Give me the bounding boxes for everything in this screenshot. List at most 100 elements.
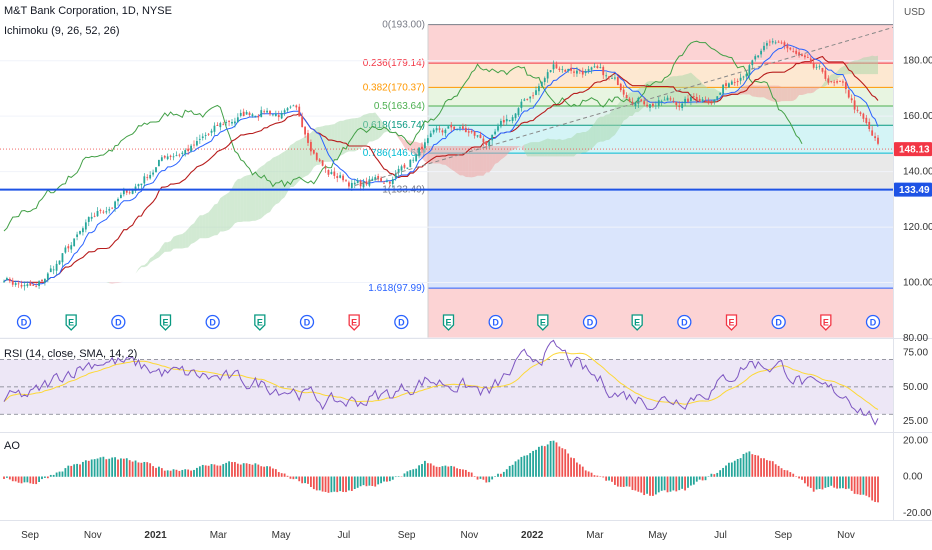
time-tick-label: 2021 [144, 530, 167, 541]
earnings-marker[interactable]: E [159, 314, 172, 331]
candle-body [172, 156, 175, 158]
earnings-marker[interactable]: E [631, 314, 643, 331]
dividend-marker[interactable]: D [677, 314, 692, 330]
cloud-segment [822, 80, 826, 88]
cloud-segment [498, 145, 501, 163]
ao-bar [163, 470, 166, 477]
candle-body [672, 100, 675, 102]
cloud-segment [325, 125, 329, 162]
ao-bar [234, 462, 236, 477]
earnings-marker[interactable]: E [348, 314, 360, 331]
candle-body [424, 142, 426, 149]
ao-bar [847, 476, 850, 489]
candle-body [783, 42, 786, 46]
ichimoku-legend[interactable]: Ichimoku (9, 26, 52, 26) [4, 25, 120, 37]
cloud-segment [153, 253, 156, 261]
ao-legend[interactable]: AO [4, 440, 20, 452]
rsi-legend[interactable]: RSI (14, close, SMA, 14, 2) [4, 348, 138, 360]
earnings-marker[interactable]: E [442, 314, 455, 331]
candle-body [108, 209, 111, 211]
symbol-title[interactable]: M&T Bank Corporation, 1D, NYSE [4, 5, 172, 17]
candle-body [421, 146, 423, 150]
ao-bar [324, 476, 327, 492]
fib-zone [428, 288, 893, 338]
earnings-marker[interactable]: E [65, 314, 77, 331]
marker-letter: E [351, 318, 357, 328]
cloud-segment [413, 141, 417, 156]
ao-bar [158, 466, 160, 477]
cloud-segment [404, 140, 408, 150]
candle-body [391, 179, 394, 184]
candle-body [280, 113, 283, 119]
ao-bar [406, 471, 409, 477]
earnings-marker[interactable]: E [254, 314, 266, 331]
cloud-segment [156, 250, 159, 259]
earnings-marker[interactable]: E [725, 314, 738, 331]
candle-body [567, 69, 570, 71]
candle-body [464, 127, 467, 133]
cloud-segment [550, 139, 554, 157]
candle-body [181, 152, 184, 154]
earnings-marker[interactable]: E [820, 314, 832, 331]
ao-bar [99, 457, 102, 477]
candle-body [798, 52, 800, 56]
candle-body [23, 285, 26, 287]
ao-bar [298, 476, 301, 482]
candle-body [695, 97, 698, 101]
candle-body [853, 100, 856, 110]
marker-letter: E [823, 318, 829, 328]
ao-bar [134, 460, 137, 477]
ao-pane[interactable]: 20.00 0.00 -20.00 [3, 435, 932, 519]
candle-body [874, 136, 876, 139]
dividend-marker[interactable]: D [582, 314, 598, 330]
candle-body [368, 179, 371, 186]
fib-level-label: 0.786(146.65) [363, 148, 425, 159]
dividend-marker[interactable]: D [865, 314, 881, 330]
candle-body [763, 45, 765, 51]
dividend-marker[interactable]: D [488, 314, 503, 330]
overlays[interactable] [0, 26, 894, 191]
ao-bar [432, 465, 435, 477]
ao-bar [842, 476, 844, 489]
candle-body [409, 159, 412, 168]
candle-body [342, 175, 344, 181]
ao-bar [751, 454, 754, 477]
dividend-marker[interactable]: D [771, 314, 786, 330]
rsi-tick-label: 50.00 [903, 382, 928, 393]
dividend-marker[interactable]: D [111, 314, 126, 330]
dividend-marker[interactable]: D [205, 314, 220, 330]
cloud-segment [275, 155, 279, 205]
ao-bar [67, 465, 70, 477]
candle-body [155, 167, 157, 173]
candle-body [850, 98, 853, 101]
ao-bar [704, 476, 707, 481]
dividend-marker[interactable]: D [299, 314, 315, 330]
cloud-segment [451, 145, 455, 172]
cloud-segment [495, 145, 498, 164]
ao-bar [424, 460, 426, 477]
marker-shape [771, 314, 786, 330]
candle-body [482, 138, 485, 143]
ao-bar [266, 466, 268, 477]
fib-level-label: 0.5(163.64) [374, 101, 425, 112]
cloud-segment [574, 132, 577, 157]
candle-body [470, 131, 473, 133]
fib-retracement[interactable]: 0(193.00) 0.236(179.14) 0.382(170.37) 0.5(1… [363, 20, 893, 338]
ao-bar [695, 476, 698, 482]
cloud-segment [217, 198, 221, 236]
marker-shape [820, 314, 832, 331]
earnings-marker[interactable]: E [537, 314, 549, 331]
candle-body [865, 117, 868, 124]
cloud-segment [118, 282, 121, 284]
dividend-marker[interactable]: D [394, 314, 409, 330]
dividend-marker[interactable]: D [16, 314, 32, 330]
candle-body [473, 131, 476, 136]
rsi-pane[interactable]: 75.00 50.00 25.00 [0, 339, 928, 427]
ao-bar [210, 464, 213, 477]
candle-body [730, 81, 733, 85]
fib-zone [428, 106, 893, 126]
cloud-segment [685, 73, 688, 105]
candle-body [631, 101, 634, 105]
